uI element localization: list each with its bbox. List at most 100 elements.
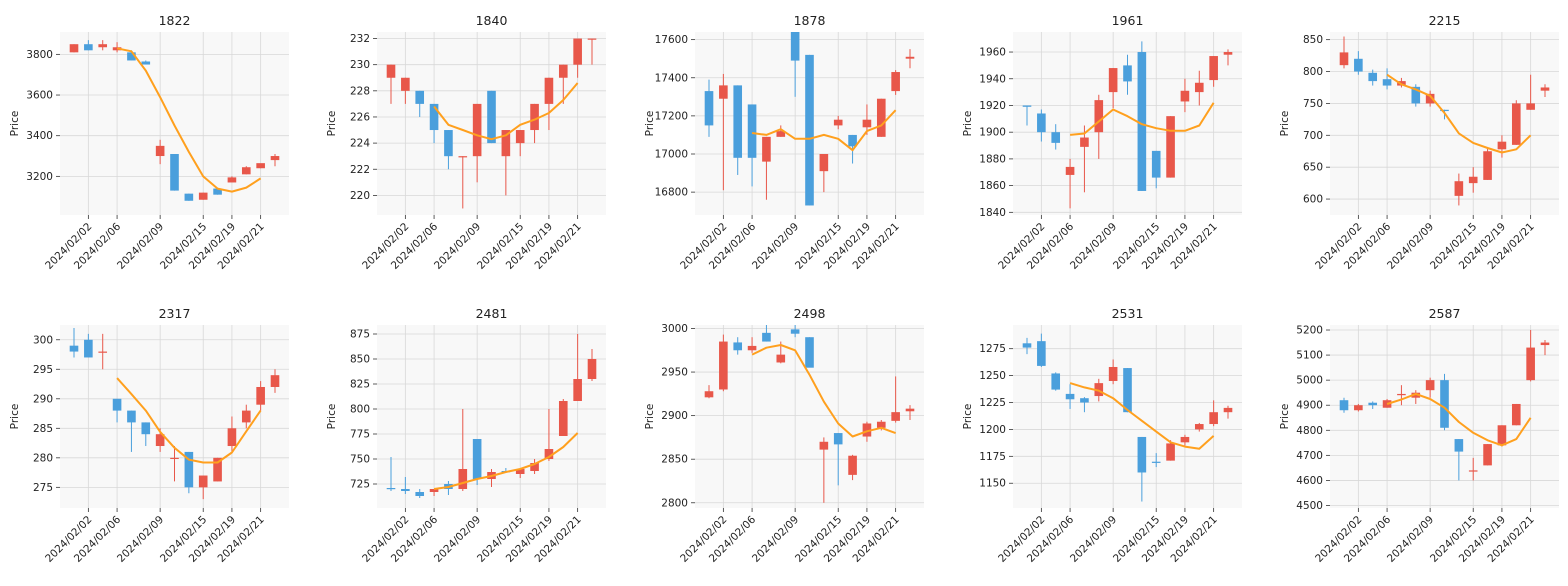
candle-body xyxy=(415,90,425,104)
candle-body xyxy=(876,98,886,137)
candle-body xyxy=(155,145,165,157)
candle-body xyxy=(1368,402,1378,406)
y-tick-label: 4600 xyxy=(1296,475,1323,487)
candle-body xyxy=(1368,72,1378,82)
candle-body xyxy=(573,379,582,401)
candle-body xyxy=(487,90,496,144)
subplot-2587: 2587 4500 4600 4700 4800 4900 5000 5100 5200 Pric… xyxy=(1279,306,1559,565)
y-tick-label: 220 xyxy=(350,190,370,202)
y-tick-label: 3400 xyxy=(26,130,53,142)
candle-body xyxy=(790,329,800,334)
candle-body xyxy=(69,44,79,53)
y-tick-label: 3800 xyxy=(26,49,53,61)
candle-body xyxy=(1540,87,1550,91)
chart-title: 1961 xyxy=(1112,13,1144,28)
y-tick-label: 230 xyxy=(350,59,370,71)
y-tick-label: 17000 xyxy=(655,149,688,161)
subplot-2481: 2481725750775800825850875Price2024/02/02… xyxy=(326,306,606,565)
candle-body xyxy=(386,64,396,78)
candle-body xyxy=(747,104,757,158)
candle-body xyxy=(862,119,872,128)
y-tick-label: 850 xyxy=(1303,34,1323,46)
y-tick-label: 5000 xyxy=(1296,375,1323,387)
y-tick-label: 3200 xyxy=(26,171,53,183)
y-tick-label: 700 xyxy=(1303,130,1323,142)
y-tick-label: 4900 xyxy=(1296,400,1323,412)
candle-body xyxy=(184,193,194,201)
candles xyxy=(386,38,597,209)
y-tick-label: 290 xyxy=(33,393,53,405)
y-tick-label: 224 xyxy=(350,138,370,150)
candle-body xyxy=(98,351,108,353)
candle-body xyxy=(1080,137,1089,147)
candle-body xyxy=(704,391,714,398)
y-axis-label: Price xyxy=(9,404,21,430)
candle-body xyxy=(1382,79,1392,86)
moving-average-line xyxy=(751,344,896,438)
candle-body xyxy=(1425,380,1435,391)
candle-body xyxy=(1526,347,1535,381)
y-tick-label: 17400 xyxy=(655,72,688,84)
moving-average-line xyxy=(1386,392,1532,447)
y-tick-label: 4500 xyxy=(1296,500,1323,512)
candle-body xyxy=(558,64,568,78)
candle-body xyxy=(1180,436,1190,443)
y-axis-label: Price xyxy=(9,111,21,137)
subplot-1878: 18781680017000172001740017600Price2024/0… xyxy=(644,13,924,272)
y-tick-label: 17200 xyxy=(655,110,688,122)
candle-body xyxy=(213,188,222,195)
candle-body xyxy=(733,85,743,158)
candle-body xyxy=(1094,383,1104,397)
y-tick-label: 226 xyxy=(350,111,370,123)
y-tick-label: 1200 xyxy=(979,424,1006,436)
y-tick-label: 1960 xyxy=(979,47,1006,59)
y-tick-label: 1920 xyxy=(979,100,1006,112)
chart-title: 2317 xyxy=(159,306,191,321)
y-tick-label: 295 xyxy=(33,364,53,376)
y-axis-label: Price xyxy=(1279,111,1291,137)
y-tick-label: 1880 xyxy=(979,153,1006,165)
subplot-2498: 249828002850290029503000Price2024/02/022… xyxy=(644,306,924,565)
subplot-1840: 1840220222224226228230232Price2024/02/02… xyxy=(326,13,606,272)
candle-body xyxy=(198,192,208,200)
y-tick-label: 17600 xyxy=(655,34,688,46)
y-tick-label: 228 xyxy=(350,85,370,97)
y-tick-label: 600 xyxy=(1303,194,1323,206)
candle-body xyxy=(1065,393,1075,400)
candle-body xyxy=(790,32,800,61)
candle-body xyxy=(587,38,597,40)
candle-body xyxy=(1080,398,1089,403)
y-tick-label: 1940 xyxy=(979,73,1006,85)
y-tick-label: 280 xyxy=(33,452,53,464)
candle-body xyxy=(1108,68,1118,93)
y-tick-label: 1860 xyxy=(979,180,1006,192)
y-tick-label: 300 xyxy=(33,334,53,346)
candle-body xyxy=(141,422,151,435)
y-tick-label: 775 xyxy=(350,429,370,441)
y-tick-label: 4800 xyxy=(1296,425,1323,437)
subplot-1961: 19611840186018801900192019401960Price202… xyxy=(962,13,1242,272)
candle-body xyxy=(544,77,554,104)
candle-body xyxy=(558,401,568,436)
candle-body xyxy=(386,488,396,490)
candle-body xyxy=(1223,407,1233,413)
y-tick-label: 232 xyxy=(350,33,370,45)
chart-title: 2587 xyxy=(1429,306,1461,321)
candle-body xyxy=(270,156,280,161)
candle-body xyxy=(458,469,468,489)
candle-body xyxy=(515,469,525,474)
candle-body xyxy=(1051,373,1061,390)
candle-body xyxy=(227,177,237,183)
candle-body xyxy=(170,457,179,460)
moving-average-line xyxy=(433,432,579,490)
candle-body xyxy=(1166,116,1175,178)
y-tick-label: 750 xyxy=(1303,98,1323,110)
candle-body xyxy=(1339,52,1349,66)
candle-body xyxy=(1497,425,1507,446)
y-tick-label: 850 xyxy=(350,354,370,366)
moving-average-line xyxy=(1386,73,1532,154)
subplot-1822: 18223200340036003800Price2024/02/022024/… xyxy=(9,13,289,272)
candle-body xyxy=(1037,113,1046,133)
candle-body xyxy=(1397,393,1406,396)
